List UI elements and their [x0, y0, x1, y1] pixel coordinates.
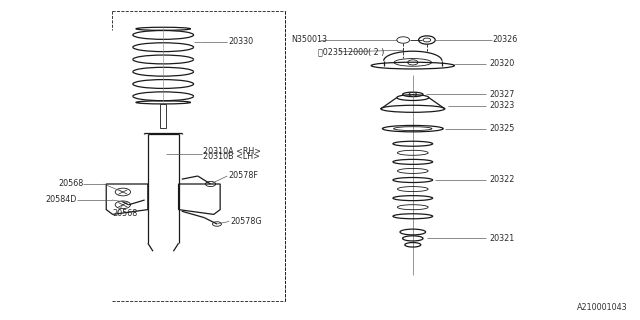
Text: 20322: 20322	[490, 175, 515, 185]
Text: 20584D: 20584D	[45, 196, 77, 204]
Text: 20310A <RH>: 20310A <RH>	[203, 147, 261, 156]
Text: Ⓝ023512000( 2 ): Ⓝ023512000( 2 )	[318, 47, 385, 56]
Text: 20321: 20321	[490, 234, 515, 243]
Text: 20310B <LH>: 20310B <LH>	[203, 152, 260, 161]
Text: 20327: 20327	[490, 90, 515, 99]
Text: 20330: 20330	[228, 37, 253, 46]
Bar	[160, 104, 166, 128]
Text: 20568: 20568	[58, 180, 83, 188]
Text: 20320: 20320	[490, 60, 515, 68]
Text: 20323: 20323	[490, 101, 515, 110]
Text: N350013: N350013	[291, 36, 327, 44]
Text: 20568: 20568	[112, 209, 137, 218]
Text: 20578F: 20578F	[228, 172, 259, 180]
Text: A210001043: A210001043	[577, 303, 627, 312]
Text: 20578G: 20578G	[230, 217, 262, 226]
Text: 20325: 20325	[490, 124, 515, 133]
Text: 20326: 20326	[493, 36, 518, 44]
